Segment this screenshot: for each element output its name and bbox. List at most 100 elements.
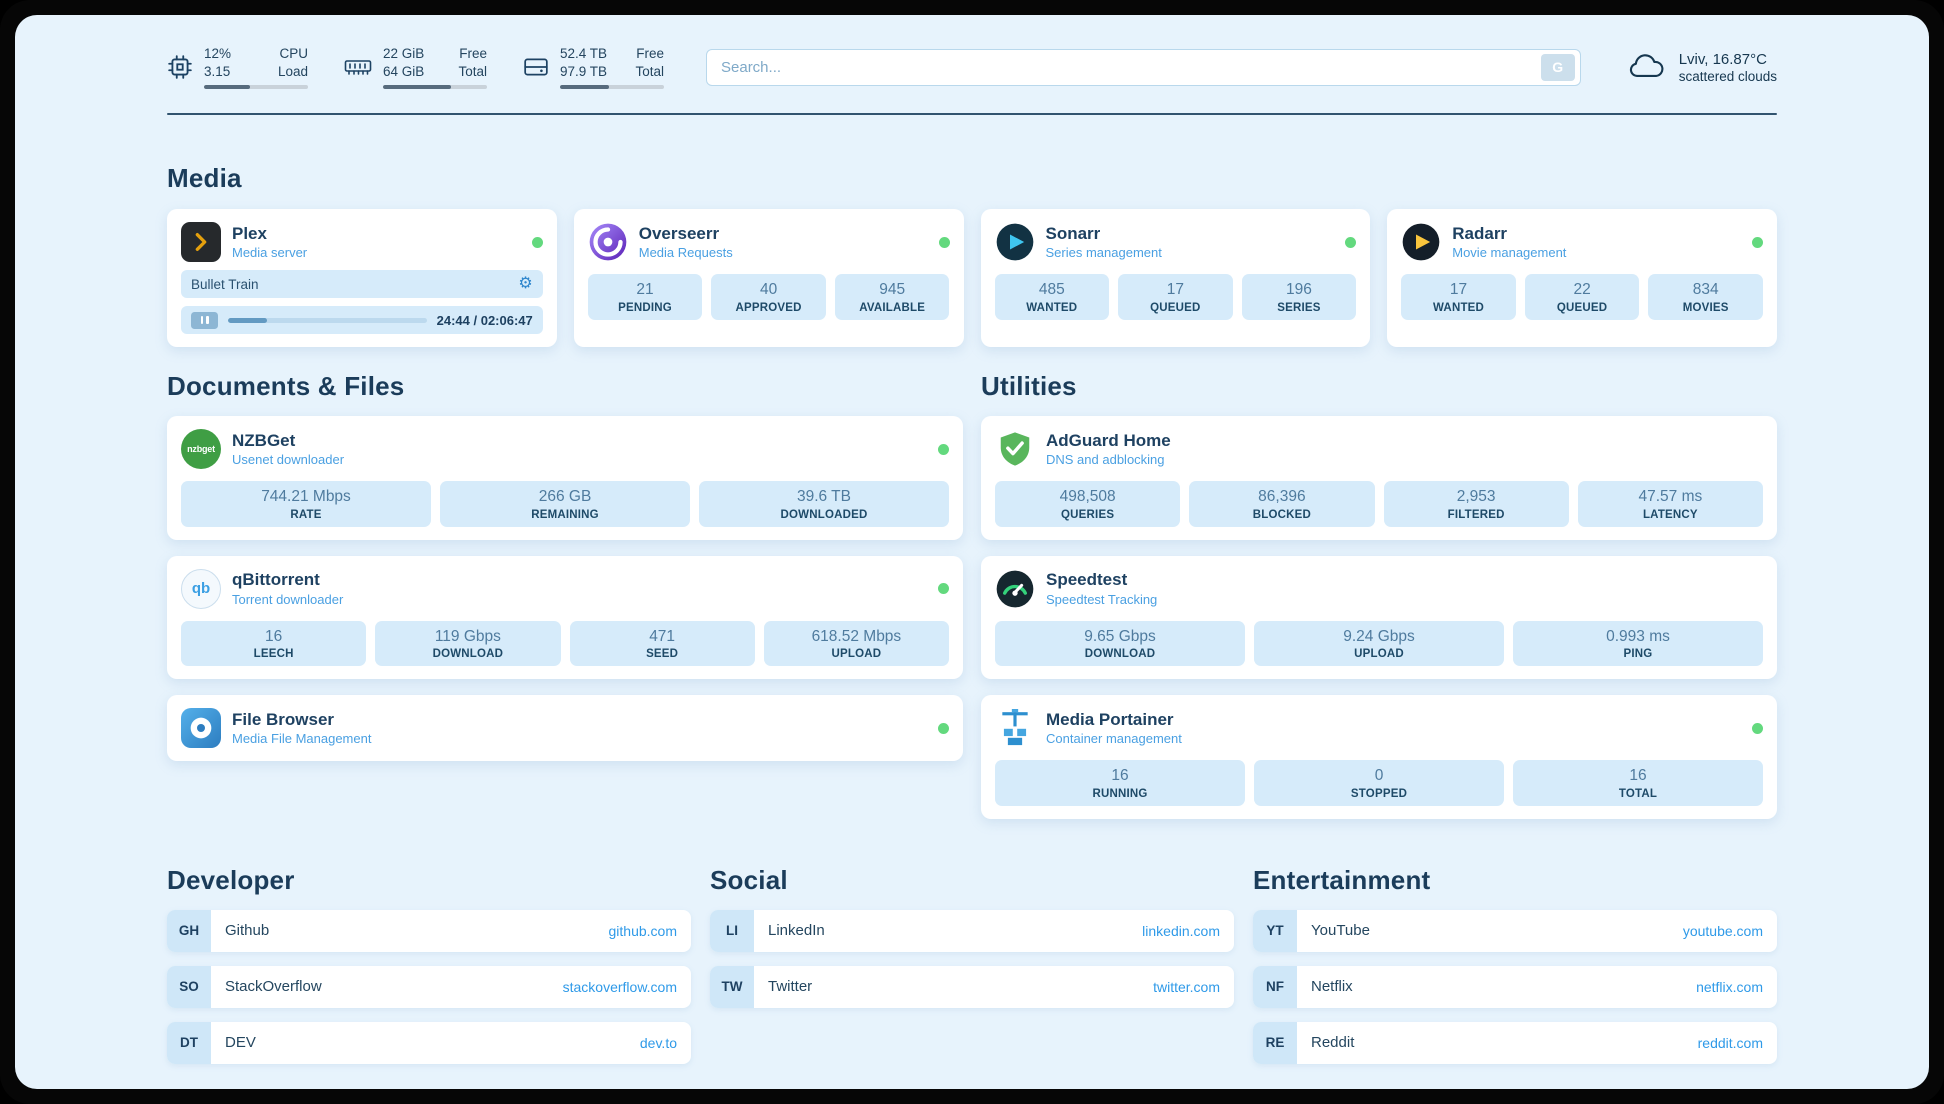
weather-condition: scattered clouds xyxy=(1678,68,1777,84)
bookmark-abbr: TW xyxy=(710,965,754,1008)
bookmark-url[interactable]: reddit.com xyxy=(1697,1034,1763,1051)
stat-tile: 16 LEECH xyxy=(181,620,367,667)
overseerr-card-header: Overseerr Media Requests xyxy=(588,222,950,262)
cpu-load-label: Load xyxy=(277,63,308,79)
system-stats: 12% CPU 3.15 Load xyxy=(167,45,664,90)
playback-time: 24:44 / 02:06:47 xyxy=(436,312,533,328)
bookmark-youtube[interactable]: YT YouTube youtube.com xyxy=(1253,909,1777,952)
app-name: Overseerr xyxy=(638,223,720,243)
app-name: File Browser xyxy=(232,709,335,729)
filebrowser-icon xyxy=(181,708,221,749)
sonarr-card[interactable]: Sonarr Series management 485 WANTED 17 Q… xyxy=(980,209,1371,348)
adguard-icon xyxy=(995,429,1035,469)
ram-free-value: 22 GiB xyxy=(383,46,425,61)
documents-section-title: Documents & Files xyxy=(167,371,405,402)
stat-tile: 0.993 ms PING xyxy=(1513,620,1763,667)
nzbget-card[interactable]: nzbget NZBGet Usenet downloader 744.21 M… xyxy=(167,416,963,540)
filebrowser-card[interactable]: File Browser Media File Management xyxy=(167,695,963,762)
bookmark-reddit[interactable]: RE Reddit reddit.com xyxy=(1253,1021,1777,1064)
bookmark-name: Netflix xyxy=(1311,978,1353,996)
bookmark-abbr: GH xyxy=(167,909,211,952)
ram-progress xyxy=(383,85,487,90)
stat-tile: 196 SERIES xyxy=(1241,274,1357,320)
disk-row-2: 97.9 TB Total xyxy=(560,63,664,81)
bookmark-linkedin[interactable]: LI LinkedIn linkedin.com xyxy=(710,909,1234,952)
stat-tile: 471 SEED xyxy=(569,620,755,667)
bookmarks-area: Developer GH Github github.com SO StackO… xyxy=(167,865,1777,1064)
status-dot xyxy=(1752,236,1763,248)
app-name: qBittorrent xyxy=(232,570,320,590)
speedtest-card[interactable]: Speedtest Speedtest Tracking 9.65 Gbps D… xyxy=(981,555,1777,680)
stat-tile: 47.57 ms LATENCY xyxy=(1577,481,1763,527)
cpu-progress xyxy=(204,85,308,90)
search-bar: G xyxy=(706,48,1581,86)
bookmark-url[interactable]: netflix.com xyxy=(1696,978,1763,995)
status-dot xyxy=(1345,236,1357,248)
seek-bar[interactable] xyxy=(228,317,427,323)
app-subtitle: Media Requests xyxy=(638,245,733,261)
bookmark-url[interactable]: youtube.com xyxy=(1682,922,1763,939)
stat-tiles: 744.21 Mbps RATE 266 GB REMAINING 39.6 T… xyxy=(181,481,949,527)
gear-icon[interactable]: ⚙ xyxy=(518,275,533,293)
qbittorrent-card[interactable]: qb qBittorrent Torrent downloader 16 LEE… xyxy=(167,555,963,680)
disk-total-value: 97.9 TB xyxy=(560,63,608,79)
qbittorrent-card-header: qb qBittorrent Torrent downloader xyxy=(181,568,949,609)
cpu-row-2: 3.15 Load xyxy=(204,63,308,81)
portainer-icon xyxy=(995,708,1035,748)
stat-tiles: 9.65 Gbps DOWNLOAD 9.24 Gbps UPLOAD 0.99… xyxy=(995,620,1763,667)
qbittorrent-icon: qb xyxy=(181,568,221,609)
disk-icon xyxy=(523,55,549,79)
pause-button[interactable] xyxy=(191,311,218,329)
stat-tile: 17 QUEUED xyxy=(1118,274,1233,320)
bookmark-name: YouTube xyxy=(1311,922,1370,940)
bookmark-name: Twitter xyxy=(768,978,813,996)
radarr-icon xyxy=(1401,222,1441,262)
status-dot xyxy=(938,443,949,455)
plex-card[interactable]: Plex Media server Bullet Train ⚙ 24:44 /… xyxy=(167,209,557,348)
app-subtitle: Movie management xyxy=(1452,245,1567,261)
overseerr-icon xyxy=(588,222,628,262)
overseerr-card[interactable]: Overseerr Media Requests 21 PENDING 40 A… xyxy=(573,209,964,348)
social-section-title: Social xyxy=(710,864,788,895)
bookmark-url[interactable]: github.com xyxy=(608,922,677,939)
bookmark-dev[interactable]: DT DEV dev.to xyxy=(167,1021,691,1064)
social-section: Social LI LinkedIn linkedin.com TW Twitt… xyxy=(710,865,1234,1064)
app-subtitle: DNS and adblocking xyxy=(1046,452,1165,468)
cpu-load-value: 3.15 xyxy=(204,63,231,79)
top-bar: 12% CPU 3.15 Load xyxy=(167,45,1777,90)
stat-tile: 945 AVAILABLE xyxy=(834,274,950,320)
stat-tile: 618.52 Mbps UPLOAD xyxy=(763,620,949,667)
bookmark-github[interactable]: GH Github github.com xyxy=(167,909,691,952)
bookmark-name: DEV xyxy=(225,1034,256,1052)
stat-tiles: 21 PENDING 40 APPROVED 945 AVAILABLE xyxy=(587,274,950,320)
cpu-value: 12% xyxy=(204,46,232,61)
plex-icon xyxy=(181,222,221,263)
stat-tile: 39.6 TB DOWNLOADED xyxy=(699,481,949,527)
stat-tile: 21 PENDING xyxy=(587,274,703,320)
stat-tile: 16 RUNNING xyxy=(995,760,1245,806)
radarr-card[interactable]: Radarr Movie management 17 WANTED 22 QUE… xyxy=(1387,209,1777,348)
bookmark-netflix[interactable]: NF Netflix netflix.com xyxy=(1253,965,1777,1008)
stat-tile: 485 WANTED xyxy=(994,274,1110,320)
cpu-row-1: 12% CPU xyxy=(204,45,308,63)
stat-tile: 744.21 Mbps RATE xyxy=(181,481,431,527)
app-name: Radarr xyxy=(1452,223,1508,243)
disk-free-value: 52.4 TB xyxy=(560,46,608,61)
bookmark-url[interactable]: dev.to xyxy=(639,1034,677,1051)
bookmark-url[interactable]: twitter.com xyxy=(1153,978,1220,995)
bookmark-twitter[interactable]: TW Twitter twitter.com xyxy=(710,965,1234,1008)
bookmark-stackoverflow[interactable]: SO StackOverflow stackoverflow.com xyxy=(167,965,691,1008)
plex-card-header: Plex Media server xyxy=(181,222,543,263)
bookmark-name: StackOverflow xyxy=(225,978,322,996)
portainer-card[interactable]: Media Portainer Container management 16 … xyxy=(981,695,1777,819)
stat-tile: 119 Gbps DOWNLOAD xyxy=(375,620,561,667)
adguard-card[interactable]: AdGuard Home DNS and adblocking 498,508 … xyxy=(981,416,1777,540)
stat-tile: 9.24 Gbps UPLOAD xyxy=(1254,620,1504,667)
stat-tile: 9.65 Gbps DOWNLOAD xyxy=(995,620,1245,667)
bookmark-url[interactable]: stackoverflow.com xyxy=(562,978,677,995)
search-engine-button[interactable]: G xyxy=(1540,53,1575,81)
stat-tile: 2,953 FILTERED xyxy=(1383,481,1569,527)
bookmark-url[interactable]: linkedin.com xyxy=(1142,922,1220,939)
search-input[interactable] xyxy=(721,58,1541,76)
status-dot xyxy=(938,722,949,734)
